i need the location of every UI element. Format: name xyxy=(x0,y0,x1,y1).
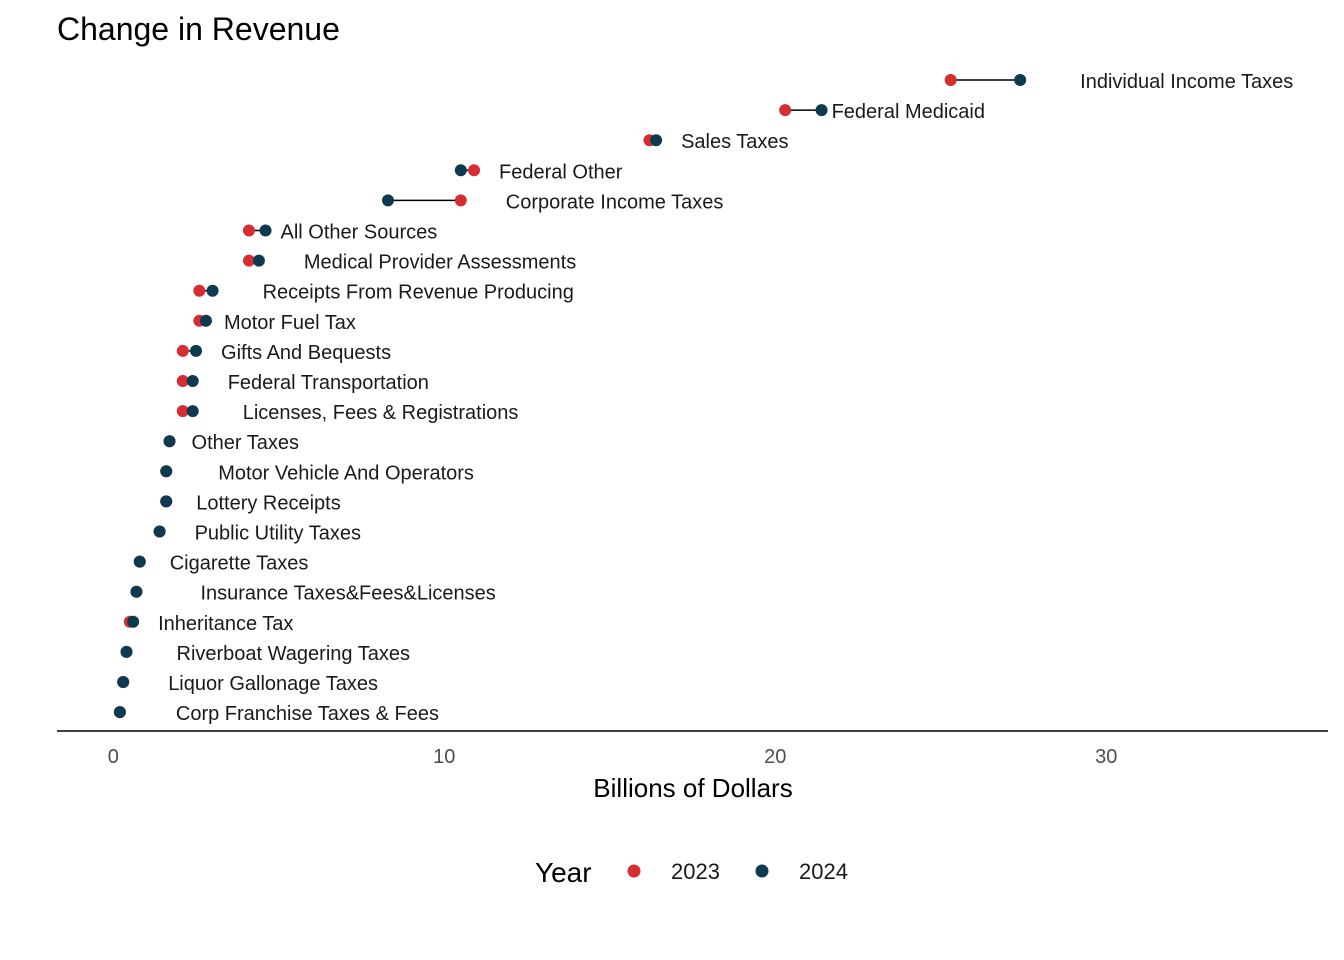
point-2024 xyxy=(113,706,126,719)
legend: Year 2023 2024 xyxy=(535,857,848,888)
legend-key-2023 xyxy=(627,864,641,878)
x-tick-label: 30 xyxy=(1095,746,1117,768)
dumbbell-row: Corp Franchise Taxes & Fees xyxy=(113,703,439,725)
dumbbell-row: Inheritance Tax xyxy=(123,613,293,635)
dumbbell-row: Receipts From Revenue Producing xyxy=(193,282,574,304)
point-2024 xyxy=(454,164,467,177)
point-2024 xyxy=(199,314,212,327)
point-2023 xyxy=(468,164,481,177)
dumbbell-row: Corporate Income Taxes xyxy=(381,191,724,213)
point-2024 xyxy=(1014,74,1027,86)
row-label: Liquor Gallonage Taxes xyxy=(168,673,378,695)
dumbbell-row: Federal Medicaid xyxy=(779,101,985,123)
row-label: Federal Medicaid xyxy=(832,101,985,123)
point-2023 xyxy=(193,284,206,297)
row-label: Sales Taxes xyxy=(681,131,788,153)
dumbbell-row: Gifts And Bequests xyxy=(176,342,391,364)
dumbbell-row: Other Taxes xyxy=(163,432,299,454)
legend-title: Year xyxy=(535,857,592,888)
row-label: Motor Fuel Tax xyxy=(224,312,356,334)
x-axis-ticks: 0 10 20 30 xyxy=(108,746,1118,768)
row-label: Federal Transportation xyxy=(228,372,429,394)
row-label: Gifts And Bequests xyxy=(221,342,391,364)
point-2024 xyxy=(127,615,140,628)
point-2023 xyxy=(454,194,467,207)
row-label: Lottery Receipts xyxy=(196,492,341,514)
point-2024 xyxy=(160,495,173,508)
row-label: Inheritance Tax xyxy=(158,613,293,635)
row-label: Motor Vehicle And Operators xyxy=(218,462,474,484)
row-label: Riverboat Wagering Taxes xyxy=(177,643,410,665)
plot-area: Individual Income Taxes Federal Medicaid S… xyxy=(113,71,1293,725)
dumbbell-row: Cigarette Taxes xyxy=(133,553,309,575)
point-2024 xyxy=(153,525,166,538)
row-label: Cigarette Taxes xyxy=(170,553,309,575)
row-label: All Other Sources xyxy=(281,222,438,244)
dumbbell-row: Federal Other xyxy=(454,161,623,183)
dumbbell-row: Motor Vehicle And Operators xyxy=(160,462,474,484)
row-label: Corp Franchise Taxes & Fees xyxy=(176,703,439,725)
legend-entries: 2023 2024 xyxy=(627,859,848,884)
dumbbell-row: Licenses, Fees & Registrations xyxy=(176,402,519,424)
point-2024 xyxy=(163,435,176,448)
point-2023 xyxy=(779,104,792,117)
x-tick-label: 0 xyxy=(108,746,119,768)
point-2024 xyxy=(133,555,146,568)
row-label: Receipts From Revenue Producing xyxy=(263,282,574,304)
dumbbell-row: Insurance Taxes&Fees&Licenses xyxy=(130,583,496,605)
point-2023 xyxy=(944,74,957,86)
dumbbell-row: Individual Income Taxes xyxy=(944,71,1293,93)
dumbbell-row: Lottery Receipts xyxy=(160,492,341,514)
dumbbell-row: Sales Taxes xyxy=(643,131,789,153)
point-2024 xyxy=(120,645,133,658)
legend-label-2024: 2024 xyxy=(799,859,848,884)
x-tick-label: 10 xyxy=(433,746,455,768)
legend-label-2023: 2023 xyxy=(671,859,720,884)
row-label: Insurance Taxes&Fees&Licenses xyxy=(200,583,495,605)
point-2024 xyxy=(160,465,173,478)
row-label: Individual Income Taxes xyxy=(1080,71,1293,93)
row-label: Medical Provider Assessments xyxy=(304,252,576,274)
point-2024 xyxy=(381,194,394,207)
dumbbell-row: Riverboat Wagering Taxes xyxy=(120,643,410,665)
point-2024 xyxy=(650,134,663,147)
legend-key-2024 xyxy=(755,864,769,878)
point-2023 xyxy=(176,405,189,418)
dumbbell-row: Medical Provider Assessments xyxy=(242,252,576,274)
point-2024 xyxy=(117,676,130,688)
point-2023 xyxy=(242,224,255,237)
point-2024 xyxy=(815,104,828,117)
row-label: Federal Other xyxy=(499,161,623,183)
row-label: Corporate Income Taxes xyxy=(506,191,724,213)
dumbbell-row: Liquor Gallonage Taxes xyxy=(117,673,378,695)
point-2024 xyxy=(186,405,199,418)
dumbbell-row: All Other Sources xyxy=(242,222,438,244)
x-axis-title: Billions of Dollars xyxy=(593,773,792,803)
row-label: Other Taxes xyxy=(192,432,299,454)
point-2024 xyxy=(186,375,199,387)
chart-title: Change in Revenue xyxy=(57,11,340,47)
point-2024 xyxy=(252,254,265,267)
point-2024 xyxy=(259,224,272,237)
x-tick-label: 20 xyxy=(764,746,786,768)
point-2023 xyxy=(242,254,255,267)
dumbbell-row: Public Utility Taxes xyxy=(153,523,361,545)
point-2024 xyxy=(190,344,203,357)
point-2024 xyxy=(206,284,219,297)
point-2024 xyxy=(130,585,143,598)
point-2023 xyxy=(176,375,189,387)
dumbbell-row: Motor Fuel Tax xyxy=(193,312,356,334)
row-label: Public Utility Taxes xyxy=(195,523,361,545)
row-label: Licenses, Fees & Registrations xyxy=(243,402,519,424)
dumbbell-row: Federal Transportation xyxy=(176,372,429,394)
point-2023 xyxy=(176,344,189,357)
